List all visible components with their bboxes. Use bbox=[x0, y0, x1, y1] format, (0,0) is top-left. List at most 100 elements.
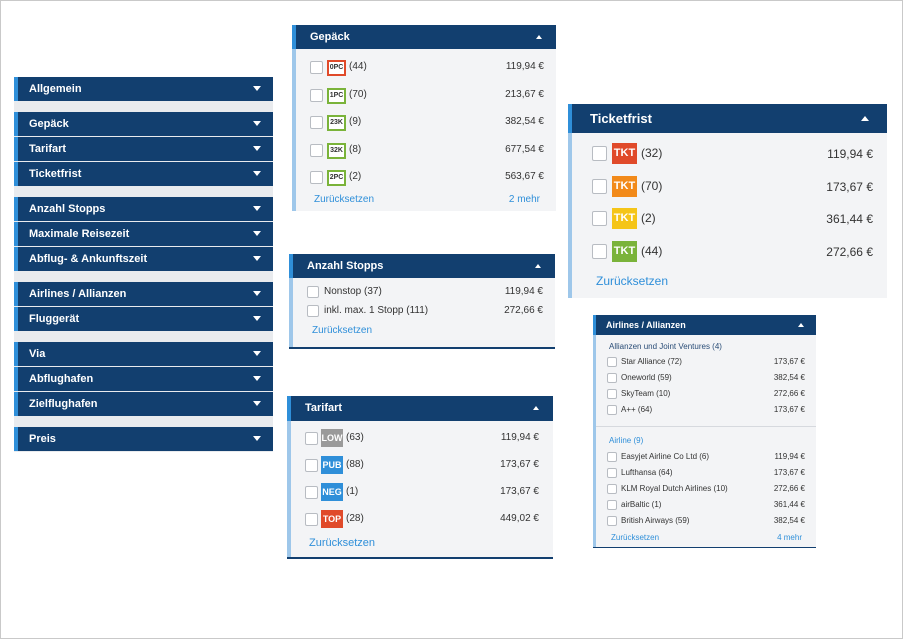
panel-header[interactable]: Ticketfrist bbox=[568, 104, 887, 133]
checkbox[interactable] bbox=[592, 178, 607, 194]
sidebar-item-fluggeraet[interactable]: Fluggerät bbox=[14, 307, 273, 331]
ticketfrist-option[interactable]: TKT (2) 361,44 € bbox=[572, 208, 887, 229]
ticketfrist-option[interactable]: TKT (70) 173,67 € bbox=[572, 175, 887, 197]
option-price: 563,67 € bbox=[505, 171, 544, 182]
sidebar-item-via[interactable]: Via bbox=[14, 342, 273, 366]
sidebar-item-tarifart[interactable]: Tarifart bbox=[14, 137, 273, 161]
sidebar-item-gepaeck[interactable]: Gepäck bbox=[14, 112, 273, 136]
sidebar-item-abflug-ankunftszeit[interactable]: Abflug- & Ankunftszeit bbox=[14, 247, 273, 271]
ticketfrist-option[interactable]: TKT (44) 272,66 € bbox=[572, 240, 887, 262]
stopps-option[interactable]: Nonstop (37) 119,94 € bbox=[293, 286, 555, 300]
checkbox[interactable] bbox=[607, 373, 617, 383]
sidebar-item-maximale-reisezeit[interactable]: Maximale Reisezeit bbox=[14, 222, 273, 246]
checkbox[interactable] bbox=[307, 305, 319, 317]
checkbox[interactable] bbox=[592, 146, 607, 161]
checkbox[interactable] bbox=[305, 432, 318, 445]
panel-header[interactable]: Tarifart bbox=[287, 396, 553, 421]
reset-link[interactable]: Zurücksetzen bbox=[314, 194, 375, 205]
panel-header[interactable]: Airlines / Allianzen bbox=[593, 315, 816, 335]
option-label: Easyjet Airline Co Ltd (6) bbox=[621, 452, 710, 461]
checkbox[interactable] bbox=[592, 243, 607, 259]
airline-option[interactable]: Lufthansa (64) 173,67 € bbox=[596, 468, 816, 479]
ticket-deadline-tag: TKT bbox=[612, 208, 637, 229]
panel-bottom-border bbox=[593, 547, 816, 548]
checkbox[interactable] bbox=[310, 171, 323, 184]
checkbox[interactable] bbox=[607, 484, 617, 494]
sidebar-item-preis[interactable]: Preis bbox=[14, 427, 273, 451]
sidebar-item-abflughafen[interactable]: Abflughafen bbox=[14, 367, 273, 391]
airline-option[interactable]: Star Alliance (72) 173,67 € bbox=[596, 357, 816, 368]
more-link[interactable]: 4 mehr bbox=[777, 533, 802, 542]
option-price: 213,67 € bbox=[505, 88, 544, 100]
panel-header[interactable]: Anzahl Stopps bbox=[289, 254, 555, 278]
sidebar-item-allgemein[interactable]: Allgemein bbox=[14, 77, 273, 101]
checkbox[interactable] bbox=[307, 286, 319, 298]
tarifart-option[interactable]: PUB (88) 173,67 € bbox=[291, 456, 553, 474]
option-count: (70) bbox=[641, 178, 663, 193]
ticketfrist-option[interactable]: TKT (32) 119,94 € bbox=[572, 143, 887, 164]
reset-link[interactable]: Zurücksetzen bbox=[312, 325, 373, 336]
gepaeck-option[interactable]: 2PC (2) 563,67 € bbox=[296, 170, 556, 186]
checkbox[interactable] bbox=[607, 516, 617, 526]
checkbox[interactable] bbox=[607, 405, 617, 415]
checkbox[interactable] bbox=[305, 486, 318, 499]
checkbox[interactable] bbox=[310, 143, 323, 157]
checkbox[interactable] bbox=[310, 61, 323, 74]
option-price: 361,44 € bbox=[773, 500, 805, 509]
checkbox[interactable] bbox=[607, 389, 617, 399]
option-count: (2) bbox=[641, 211, 656, 225]
anzahl-stopps-panel: Anzahl Stopps Nonstop (37) 119,94 € inkl. … bbox=[289, 254, 555, 349]
option-price: 382,54 € bbox=[773, 516, 805, 525]
sidebar-item-zielflughafen[interactable]: Zielflughafen bbox=[14, 392, 273, 416]
chevron-down-icon bbox=[253, 206, 261, 211]
sidebar-item-ticketfrist[interactable]: Ticketfrist bbox=[14, 162, 273, 186]
airline-option[interactable]: A++ (64) 173,67 € bbox=[596, 405, 816, 416]
gepaeck-option[interactable]: 23K (9) 382,54 € bbox=[296, 115, 556, 131]
checkbox[interactable] bbox=[310, 116, 323, 129]
chevron-down-icon bbox=[253, 146, 261, 151]
tarifart-option[interactable]: TOP (28) 449,02 € bbox=[291, 510, 553, 528]
tarifart-option[interactable]: LOW (63) 119,94 € bbox=[291, 429, 553, 447]
checkbox[interactable] bbox=[305, 513, 318, 526]
airline-option[interactable]: airBaltic (1) 361,44 € bbox=[596, 500, 816, 511]
tarifart-option[interactable]: NEG (1) 173,67 € bbox=[291, 483, 553, 501]
option-count: (70) bbox=[349, 88, 367, 100]
chevron-down-icon bbox=[253, 351, 261, 356]
reset-link[interactable]: Zurücksetzen bbox=[309, 537, 376, 549]
checkbox[interactable] bbox=[592, 211, 607, 226]
option-label: Lufthansa (64) bbox=[621, 468, 673, 477]
option-price: 382,54 € bbox=[773, 373, 805, 382]
section-divider bbox=[596, 426, 816, 427]
option-label: inkl. max. 1 Stopp (111) bbox=[324, 305, 429, 316]
option-price: 449,02 € bbox=[500, 513, 539, 524]
checkbox[interactable] bbox=[305, 459, 318, 472]
option-price: 119,94 € bbox=[504, 286, 543, 297]
gepaeck-option[interactable]: 1PC (70) 213,67 € bbox=[296, 87, 556, 104]
option-count: (28) bbox=[346, 513, 364, 524]
sidebar-item-label: Anzahl Stopps bbox=[29, 203, 106, 215]
checkbox[interactable] bbox=[607, 452, 617, 462]
sidebar-item-airlines[interactable]: Airlines / Allianzen bbox=[14, 282, 273, 306]
airline-option[interactable]: Oneworld (59) 382,54 € bbox=[596, 373, 816, 384]
filter-sidebar: Allgemein Gepäck Tarifart Ticketfrist An… bbox=[14, 77, 273, 452]
checkbox[interactable] bbox=[607, 357, 617, 367]
panel-header[interactable]: Gepäck bbox=[292, 25, 556, 49]
airline-option[interactable]: Easyjet Airline Co Ltd (6) 119,94 € bbox=[596, 452, 816, 463]
option-price: 119,94 € bbox=[505, 61, 544, 72]
sidebar-item-label: Fluggerät bbox=[29, 313, 80, 325]
reset-link[interactable]: Zurücksetzen bbox=[596, 274, 669, 288]
checkbox[interactable] bbox=[607, 500, 617, 510]
stopps-option[interactable]: inkl. max. 1 Stopp (111) 272,66 € bbox=[293, 305, 555, 319]
airline-option[interactable]: KLM Royal Dutch Airlines (10) 272,66 € bbox=[596, 484, 816, 495]
chevron-down-icon bbox=[253, 291, 261, 296]
checkbox[interactable] bbox=[310, 88, 323, 102]
gepaeck-option[interactable]: 32K (8) 677,54 € bbox=[296, 142, 556, 159]
sidebar-item-anzahl-stopps[interactable]: Anzahl Stopps bbox=[14, 197, 273, 221]
checkbox[interactable] bbox=[607, 468, 617, 478]
airline-option[interactable]: SkyTeam (10) 272,66 € bbox=[596, 389, 816, 400]
reset-link[interactable]: Zurücksetzen bbox=[611, 533, 660, 542]
gepaeck-option[interactable]: 0PC (44) 119,94 € bbox=[296, 60, 556, 76]
option-price: 173,67 € bbox=[500, 486, 539, 497]
airline-option[interactable]: British Airways (59) 382,54 € bbox=[596, 516, 816, 527]
more-link[interactable]: 2 mehr bbox=[508, 194, 540, 205]
